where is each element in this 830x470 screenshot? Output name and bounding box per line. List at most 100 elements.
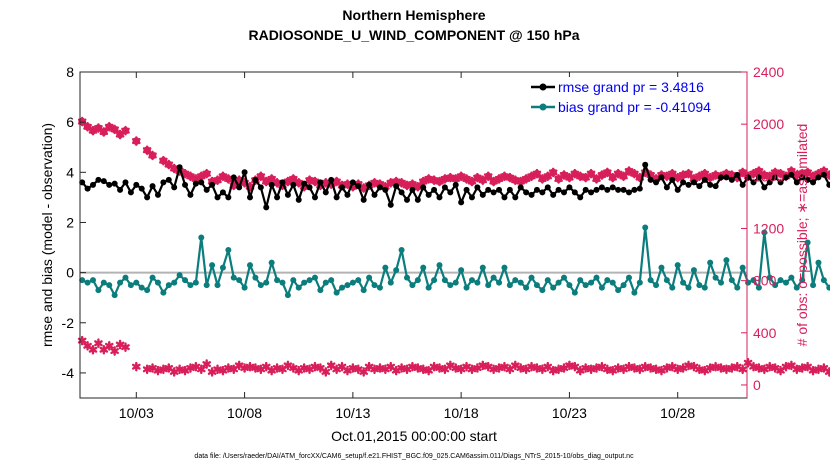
bias-point — [241, 284, 248, 291]
obs-possible-point — [548, 167, 558, 178]
bias-point — [820, 277, 827, 284]
rmse-point — [252, 176, 259, 183]
legend: rmse grand pr = 3.4816 bias grand pr = -… — [528, 77, 744, 119]
rmse-point — [815, 174, 822, 181]
rmse-point — [95, 176, 102, 183]
rmse-point — [89, 181, 96, 188]
rmse-point — [690, 179, 697, 186]
bias-point — [138, 284, 145, 291]
rmse-point — [311, 194, 318, 201]
x-tick-label: 10/23 — [552, 405, 587, 421]
bias-point — [111, 292, 118, 299]
rmse-point — [593, 186, 600, 193]
bias-point — [528, 274, 535, 281]
bias-point — [544, 277, 551, 284]
bias-point — [658, 264, 665, 271]
obs-assimilated-point — [110, 346, 119, 356]
bias-point — [810, 282, 817, 289]
y-axis-left-label: rmse and bias (model - observation) — [39, 123, 55, 347]
bias-point — [707, 259, 714, 266]
rmse-point — [182, 181, 189, 188]
bias-point — [284, 292, 291, 299]
rmse-point — [745, 174, 752, 181]
bias-point — [712, 274, 719, 281]
rmse-point — [149, 183, 156, 190]
bias-point — [290, 277, 297, 284]
y-left-tick-label: 4 — [66, 164, 74, 180]
rmse-point — [322, 189, 329, 196]
rmse-point — [420, 184, 427, 191]
bias-point — [815, 259, 822, 266]
bias-point — [788, 274, 795, 281]
bias-point — [468, 277, 475, 284]
bias-point — [588, 279, 595, 286]
rmse-point — [371, 191, 378, 198]
obs-possible-point — [603, 167, 612, 178]
bias-point — [777, 277, 784, 284]
bias-point — [593, 274, 600, 281]
rmse-point — [490, 189, 497, 196]
rmse-point — [474, 184, 481, 191]
bias-point — [344, 282, 351, 289]
bias-point — [485, 282, 492, 289]
bias-point — [187, 282, 194, 289]
rmse-point — [214, 194, 221, 201]
rmse-point — [452, 181, 459, 188]
obs-assimilated-point — [94, 338, 103, 349]
bias-point — [317, 287, 324, 294]
obs-assimilated-point — [359, 367, 369, 377]
bias-point — [615, 287, 622, 294]
x-tick-label: 10/03 — [119, 405, 154, 421]
rmse-point — [268, 181, 275, 188]
bias-point — [154, 279, 161, 286]
rmse-point — [533, 186, 540, 193]
obs-possible-point — [131, 136, 141, 146]
bias-point — [674, 262, 681, 269]
bias-point — [728, 277, 735, 284]
x-tick-label: 10/13 — [335, 405, 370, 421]
rmse-point — [127, 189, 134, 196]
bias-point — [550, 284, 557, 291]
obs-possible-point — [824, 170, 830, 180]
bias-point — [149, 274, 156, 281]
rmse-point — [506, 186, 513, 193]
rmse-point — [463, 186, 470, 193]
obs-assimilated-point — [121, 342, 130, 352]
obs-possible-point — [532, 168, 542, 179]
rmse-point — [642, 161, 649, 168]
obs-possible-point — [110, 124, 119, 135]
rmse-point — [187, 191, 194, 198]
bias-point — [198, 234, 205, 241]
obs-possible-point — [586, 168, 596, 179]
rmse-point — [192, 180, 199, 187]
rmse-point — [609, 184, 616, 191]
obs-possible-point — [121, 125, 130, 136]
obs-possible-point — [148, 150, 157, 161]
bias-point — [490, 274, 497, 281]
chart-title-line2: RADIOSONDE_U_WIND_COMPONENT @ 150 hPa — [248, 27, 579, 43]
bias-point — [452, 279, 459, 286]
bias-point — [171, 279, 178, 286]
rmse-point — [750, 179, 757, 186]
bias-point — [79, 277, 86, 284]
bias-point — [680, 279, 687, 286]
obs-possible-point — [483, 171, 493, 182]
obs-assimilated-point — [131, 361, 141, 372]
y-axis-right-label: # of obs: o=possible; ∗=assimilated — [794, 124, 810, 347]
bias-point — [431, 277, 438, 284]
bias-point — [696, 282, 703, 289]
bias-point — [225, 247, 232, 254]
bias-point — [636, 279, 643, 286]
rmse-point — [739, 181, 746, 188]
rmse-point — [133, 181, 140, 188]
rmse-point — [528, 191, 535, 198]
x-axis-label: Oct.01,2015 00:00:00 start — [331, 428, 497, 444]
rmse-point — [625, 189, 632, 196]
rmse-point — [328, 176, 335, 183]
bias-point — [620, 282, 627, 289]
legend-rmse-marker — [539, 83, 547, 91]
rmse-point — [425, 191, 432, 198]
rmse-point — [647, 176, 654, 183]
bias-point — [826, 284, 830, 291]
obs-possible-point — [224, 174, 233, 184]
